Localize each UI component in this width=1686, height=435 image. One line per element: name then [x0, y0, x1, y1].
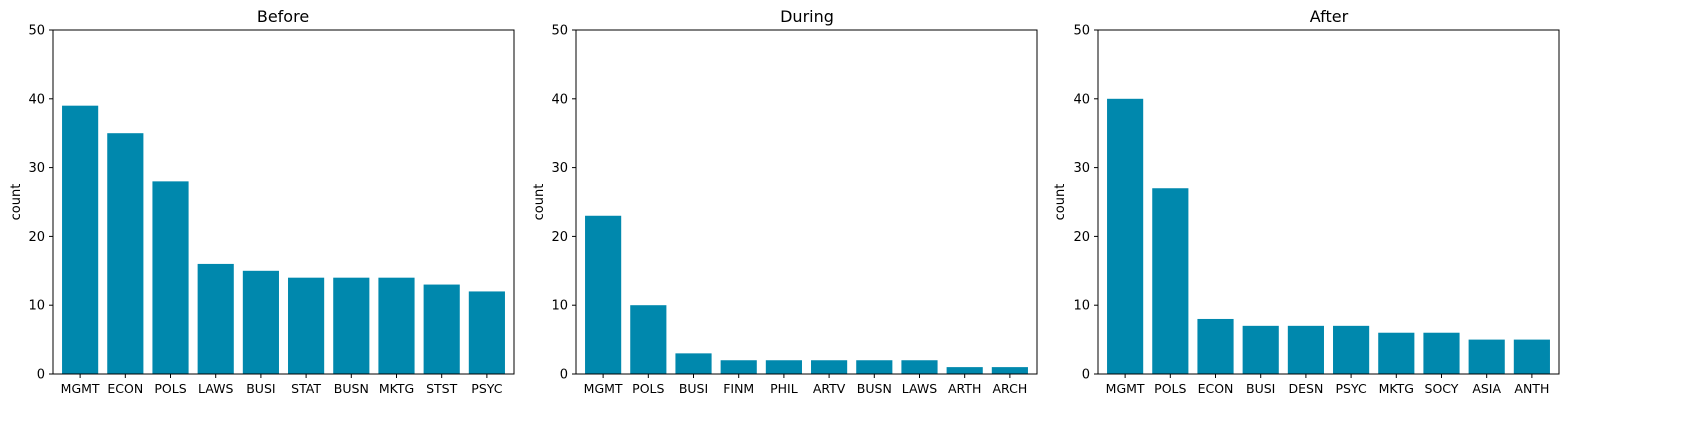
bar-pols	[1152, 188, 1189, 374]
y-tick-label: 30	[551, 161, 568, 176]
x-tick-label: STST	[426, 381, 458, 396]
chart-title: Before	[257, 7, 309, 26]
x-tick-label: MKTG	[1379, 381, 1414, 396]
bar-psyc	[468, 291, 505, 374]
y-tick-label: 40	[28, 92, 45, 107]
x-tick-label: BUSI	[246, 381, 275, 396]
y-tick-label: 30	[28, 161, 45, 176]
chart-title: After	[1310, 7, 1349, 26]
y-tick-label: 20	[1073, 230, 1090, 245]
y-tick-label: 10	[28, 299, 45, 314]
y-tick-label: 0	[560, 368, 568, 383]
x-tick-label: PHIL	[770, 381, 798, 396]
bar-mktg	[1378, 332, 1415, 374]
y-tick-label: 20	[551, 230, 568, 245]
x-tick-label: MGMT	[1106, 381, 1145, 396]
x-tick-label: PSYC	[1336, 381, 1367, 396]
x-tick-label: BUSN	[857, 381, 892, 396]
bar-busn	[333, 277, 370, 374]
y-tick-label: 50	[28, 24, 45, 39]
x-tick-label: ARCH	[993, 381, 1028, 396]
x-tick-label: BUSN	[334, 381, 369, 396]
x-tick-label: SOCY	[1425, 381, 1459, 396]
y-axis-label: count	[1053, 184, 1068, 221]
bar-stst	[423, 284, 460, 374]
y-tick-label: 0	[1082, 368, 1090, 383]
x-tick-label: PSYC	[471, 381, 502, 396]
x-tick-label: LAWS	[198, 381, 233, 396]
plot-frame	[1097, 29, 1560, 375]
x-tick-label: MGMT	[584, 381, 623, 396]
bar-phil	[765, 360, 802, 374]
bar-artv	[811, 360, 848, 374]
plot-frame	[52, 29, 515, 375]
x-tick-label: POLS	[154, 381, 186, 396]
bar-finm	[720, 360, 757, 374]
y-tick-label: 20	[28, 230, 45, 245]
bar-socy	[1423, 332, 1460, 374]
y-tick-label: 10	[551, 299, 568, 314]
plot-area: 0 10 20 30 40 50 MGMT ECON POLS LAWS BUSI STAT BUSN M…	[28, 24, 515, 396]
bar-econ	[107, 133, 144, 374]
y-tick-label: 40	[1073, 92, 1090, 107]
panel-before: Before count 0 10 20 30 40 50 MGMT ECON POLS LAWS…	[9, 7, 515, 396]
x-tick-label: ASIA	[1472, 381, 1501, 396]
bar-psyc	[1333, 325, 1370, 374]
y-axis-label: count	[532, 184, 547, 221]
y-tick-label: 40	[551, 92, 568, 107]
plot-area: 0 10 20 30 40 50 MGMT POLS BUSI FINM PHIL ARTV BUSN L…	[551, 24, 1038, 396]
y-tick-label: 10	[1073, 299, 1090, 314]
bar-busn	[856, 360, 893, 374]
bar-asia	[1468, 339, 1505, 374]
x-tick-label: ARTH	[948, 381, 981, 396]
x-tick-label: LAWS	[902, 381, 937, 396]
x-tick-label: POLS	[1154, 381, 1186, 396]
bar-econ	[1197, 318, 1234, 374]
bar-busi	[242, 270, 279, 374]
x-tick-label: MGMT	[61, 381, 100, 396]
y-tick-label: 0	[37, 368, 45, 383]
y-tick-label: 50	[1073, 24, 1090, 39]
bar-anth	[1513, 339, 1550, 374]
x-tick-label: ANTH	[1514, 381, 1549, 396]
bar-busi	[1242, 325, 1279, 374]
x-tick-label: BUSI	[1246, 381, 1275, 396]
x-tick-label: MKTG	[379, 381, 414, 396]
chart-title: During	[780, 7, 834, 26]
bar-arch	[991, 367, 1028, 374]
x-tick-label: ARTV	[813, 381, 846, 396]
bar-mgmt	[1107, 98, 1144, 375]
bar-desn	[1287, 325, 1324, 374]
bar-laws	[197, 263, 234, 374]
bar-busi	[675, 353, 712, 374]
x-tick-label: DESN	[1288, 381, 1323, 396]
bar-mktg	[378, 277, 415, 374]
x-tick-label: POLS	[632, 381, 664, 396]
panel-after: After count 0 10 20 30 40 50 MGMT POLS ECON BUSI D…	[1053, 7, 1560, 396]
panel-during: During count 0 10 20 30 40 50 MGMT POLS BUSI FINM…	[532, 7, 1038, 396]
y-tick-label: 50	[551, 24, 568, 39]
bar-arth	[946, 367, 983, 374]
x-tick-label: ECON	[1198, 381, 1234, 396]
x-tick-label: STAT	[291, 381, 321, 396]
y-axis-label: count	[9, 184, 24, 221]
x-tick-label: BUSI	[679, 381, 708, 396]
bar-stat	[288, 277, 325, 374]
bar-mgmt	[62, 105, 99, 375]
plot-frame	[575, 29, 1038, 375]
bar-pols	[152, 181, 189, 374]
y-tick-label: 30	[1073, 161, 1090, 176]
x-tick-label: ECON	[107, 381, 143, 396]
bar-pols	[630, 305, 667, 374]
bar-laws	[901, 360, 938, 374]
plot-area: 0 10 20 30 40 50 MGMT POLS ECON BUSI DESN PSYC MKTG S…	[1073, 24, 1560, 396]
x-tick-label: FINM	[723, 381, 754, 396]
bar-mgmt	[585, 215, 622, 374]
